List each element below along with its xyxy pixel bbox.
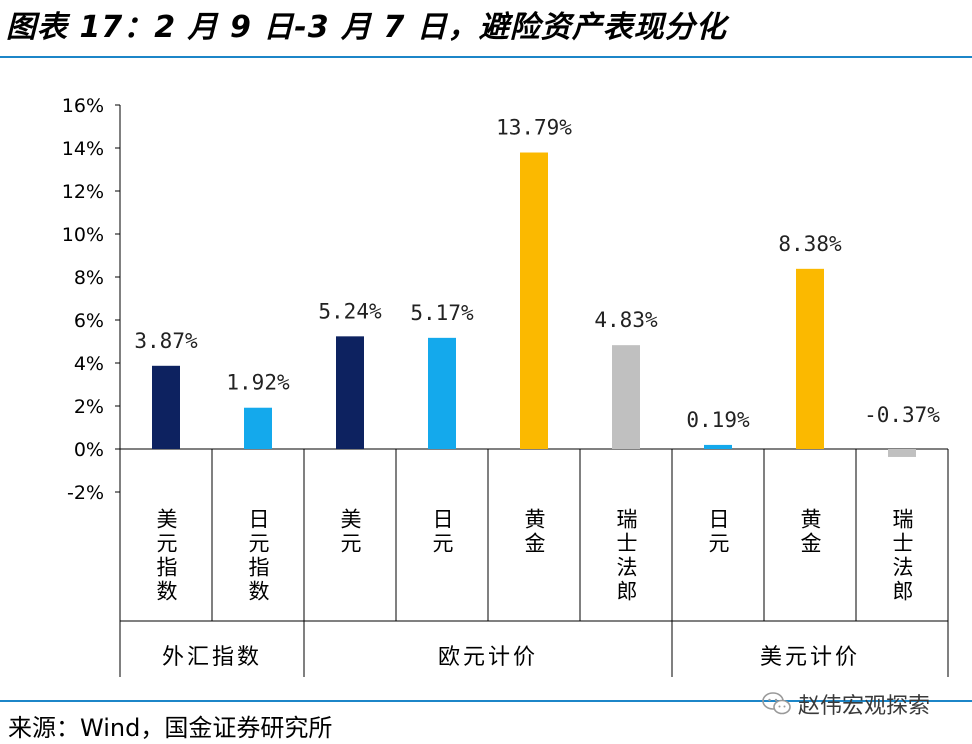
data-label: 1.92% <box>226 371 290 395</box>
data-label: 4.83% <box>594 308 658 332</box>
category-label: 日元指数 <box>246 508 270 604</box>
bar <box>704 444 732 449</box>
bar <box>796 268 824 449</box>
group-label: 外汇指数 <box>162 645 262 670</box>
bar-chart: -2% 0% 2% 4% 6% 8% 10% 12% 14% 16% 3.87% 1.92% 5.24%… <box>62 95 949 677</box>
data-label: 5.17% <box>410 301 474 325</box>
watermark: 赵伟宏观探索 <box>762 688 930 720</box>
bar <box>888 449 916 457</box>
data-label: -0.37% <box>864 403 940 427</box>
category-label: 美元 <box>338 508 362 556</box>
bar <box>152 365 180 449</box>
data-label: 13.79% <box>496 116 572 140</box>
y-tick-label: 4% <box>74 353 104 375</box>
category-label: 美元指数 <box>154 508 178 604</box>
y-tick-label: -2% <box>67 482 104 504</box>
y-tick-label: 2% <box>74 396 104 418</box>
y-tick-label: 14% <box>62 138 104 160</box>
data-label: 3.87% <box>134 329 198 353</box>
source-rule <box>0 700 972 702</box>
group-label: 欧元计价 <box>438 645 538 670</box>
wechat-icon <box>762 692 791 715</box>
bar <box>336 336 364 449</box>
category-label: 黄金 <box>798 508 822 556</box>
group-label: 美元计价 <box>760 645 860 670</box>
category-label: 瑞士法郎 <box>614 508 638 604</box>
y-tick-label: 0% <box>74 439 104 461</box>
bar <box>612 345 640 449</box>
source-note: 来源：Wind，国金证券研究所 <box>8 714 333 742</box>
title-rule <box>0 56 972 58</box>
watermark-text: 赵伟宏观探索 <box>798 694 931 719</box>
category-label: 日元 <box>430 508 454 556</box>
category-label: 黄金 <box>522 508 546 556</box>
bar <box>520 152 548 449</box>
category-label: 瑞士法郎 <box>890 508 914 604</box>
y-tick-label: 10% <box>62 224 104 246</box>
data-label: 8.38% <box>778 232 842 256</box>
y-tick-label: 12% <box>62 181 104 203</box>
y-tick-label: 6% <box>74 310 104 332</box>
y-tick-label: 16% <box>62 95 104 117</box>
bar <box>428 337 456 449</box>
data-label: 5.24% <box>318 299 382 323</box>
figure-title: 图表 17：2 月 9 日-3 月 7 日，避险资产表现分化 <box>6 10 727 45</box>
category-label: 日元 <box>706 508 730 556</box>
y-tick-label: 8% <box>74 267 104 289</box>
data-label: 0.19% <box>686 408 750 432</box>
bar <box>244 407 272 449</box>
